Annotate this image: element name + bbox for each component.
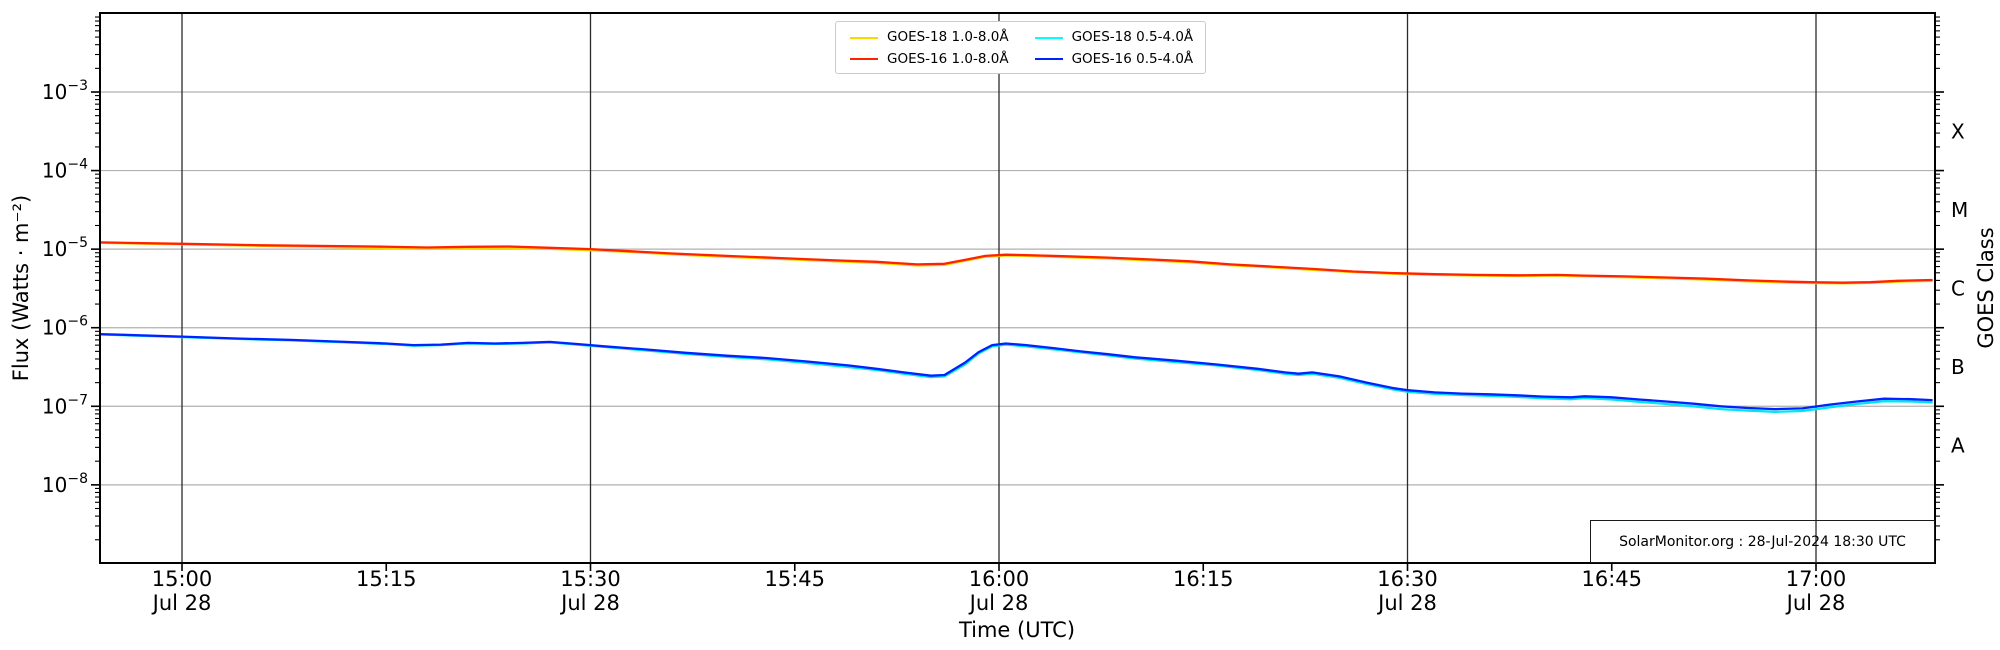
x-axis-title: Time (UTC): [958, 618, 1075, 642]
goes-class-label-M: M: [1951, 198, 1968, 222]
x-tick-date-16:00: Jul 28: [968, 591, 1029, 615]
x-tick-label-16:00: 16:00: [969, 567, 1030, 591]
legend: GOES-18 1.0-8.0Å GOES-18 0.5-4.0Å GOES-16 …: [835, 21, 1206, 74]
plot-border: [99, 12, 1936, 564]
legend-item-goes-16-long: GOES-16 1.0-8.0Å: [850, 51, 1009, 69]
y-tick-label-1e-5: 10−5: [42, 235, 88, 261]
x-tick-date-15:30: Jul 28: [559, 591, 620, 615]
legend-item-goes-18-short: GOES-18 0.5-4.0Å: [1034, 29, 1194, 47]
legend-line-swatch-goes-18-long: [850, 36, 878, 39]
x-tick-label-16:30: 16:30: [1377, 567, 1438, 591]
legend-label-goes-16-short: GOES-16 0.5-4.0Å: [1071, 50, 1194, 67]
legend-item-goes-18-long: GOES-18 1.0-8.0Å: [850, 29, 1009, 47]
watermark-box: SolarMonitor.org : 28-Jul-2024 18:30 UTC: [1590, 520, 1935, 563]
flux-curves: [99, 241, 1933, 413]
right-axis-title: GOES Class: [1974, 227, 1998, 348]
goes-class-label-X: X: [1951, 119, 1965, 143]
watermark-text: SolarMonitor.org : 28-Jul-2024 18:30 UTC: [1619, 533, 1906, 550]
axes-frame: [99, 12, 1936, 564]
x-tick-date-17:00: Jul 28: [1785, 591, 1846, 615]
flux-curve-goes-16-short: [99, 332, 1933, 411]
y-tick-label-1e-3: 10−3: [42, 78, 88, 104]
x-tick-label-17:00: 17:00: [1786, 567, 1847, 591]
legend-line-swatch-goes-16-long: [850, 58, 878, 61]
goes-class-label-C: C: [1951, 276, 1965, 300]
gridlines: [100, 13, 1935, 563]
legend-line-swatch-goes-18-short: [1034, 36, 1063, 39]
y-tick-label-1e-7: 10−7: [42, 392, 88, 418]
x-tick-label-15:45: 15:45: [764, 567, 825, 591]
x-tick-label-15:15: 15:15: [356, 567, 417, 591]
x-tick-label-15:00: 15:00: [152, 567, 213, 591]
goes-class-label-A: A: [1951, 434, 1965, 458]
legend-label-goes-18-long: GOES-18 1.0-8.0Å: [887, 29, 1009, 46]
legend-line-swatch-goes-16-short: [1034, 58, 1063, 61]
legend-label-goes-18-short: GOES-18 0.5-4.0Å: [1071, 29, 1194, 46]
legend-item-goes-16-short: GOES-16 0.5-4.0Å: [1034, 50, 1194, 69]
y-axis-title: Flux (Watts · m⁻²): [9, 195, 33, 381]
x-tick-date-16:30: Jul 28: [1376, 591, 1437, 615]
x-tick-label-16:15: 16:15: [1173, 567, 1234, 591]
x-tick-date-15:00: Jul 28: [151, 591, 212, 615]
flux-curve-goes-16-long: [99, 241, 1933, 284]
x-tick-label-15:30: 15:30: [560, 567, 621, 591]
x-tick-label-16:45: 16:45: [1581, 567, 1642, 591]
tick-marks: [91, 16, 1944, 571]
y-tick-label-1e-6: 10−6: [42, 314, 88, 340]
goes-class-label-B: B: [1951, 355, 1965, 379]
y-tick-label-1e-4: 10−4: [42, 157, 88, 183]
y-tick-label-1e-8: 10−8: [42, 471, 88, 497]
legend-label-goes-16-long: GOES-16 1.0-8.0Å: [887, 50, 1009, 67]
